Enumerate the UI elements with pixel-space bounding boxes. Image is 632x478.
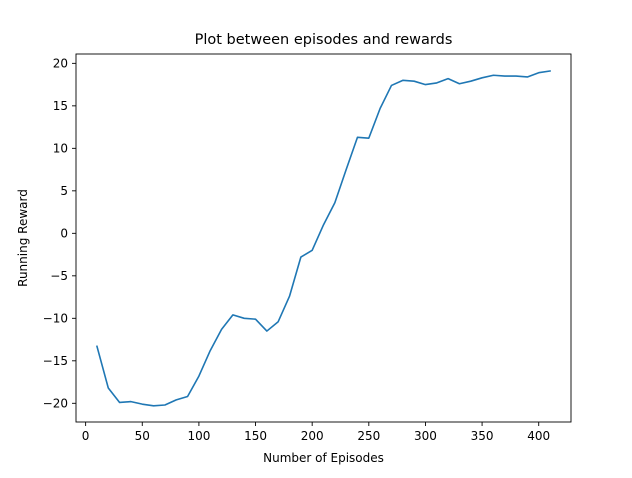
x-tick-label-400: 400 — [527, 429, 550, 443]
x-tick-label-0: 0 — [82, 429, 90, 443]
y-axis-label: Running Reward — [16, 189, 30, 287]
y-tick-label--5: −5 — [50, 269, 68, 283]
y-tick-label--20: −20 — [43, 397, 68, 411]
y-tick-label-5: 5 — [60, 184, 68, 198]
y-tick-label--10: −10 — [43, 312, 68, 326]
y-tick-label--15: −15 — [43, 354, 68, 368]
y-tick-label-15: 15 — [53, 99, 68, 113]
x-tick-label-100: 100 — [187, 429, 210, 443]
x-axis-label: Number of Episodes — [263, 451, 384, 465]
y-tick-label-20: 20 — [53, 57, 68, 71]
x-tick-label-350: 350 — [471, 429, 494, 443]
x-tick-label-50: 50 — [135, 429, 150, 443]
x-tick-label-300: 300 — [414, 429, 437, 443]
x-tick-label-150: 150 — [244, 429, 267, 443]
y-tick-label-10: 10 — [53, 142, 68, 156]
x-tick-label-200: 200 — [301, 429, 324, 443]
series-line — [95, 70, 551, 407]
x-tick-label-250: 250 — [357, 429, 380, 443]
plot-area: 0 50 100 150 200 250 300 350 400 −20 −15 −10 −5 0 5 10 1… — [43, 53, 572, 443]
plot-frame — [75, 53, 572, 423]
y-tick-label-0: 0 — [60, 227, 68, 241]
chart-title: Plot between episodes and rewards — [195, 32, 453, 48]
